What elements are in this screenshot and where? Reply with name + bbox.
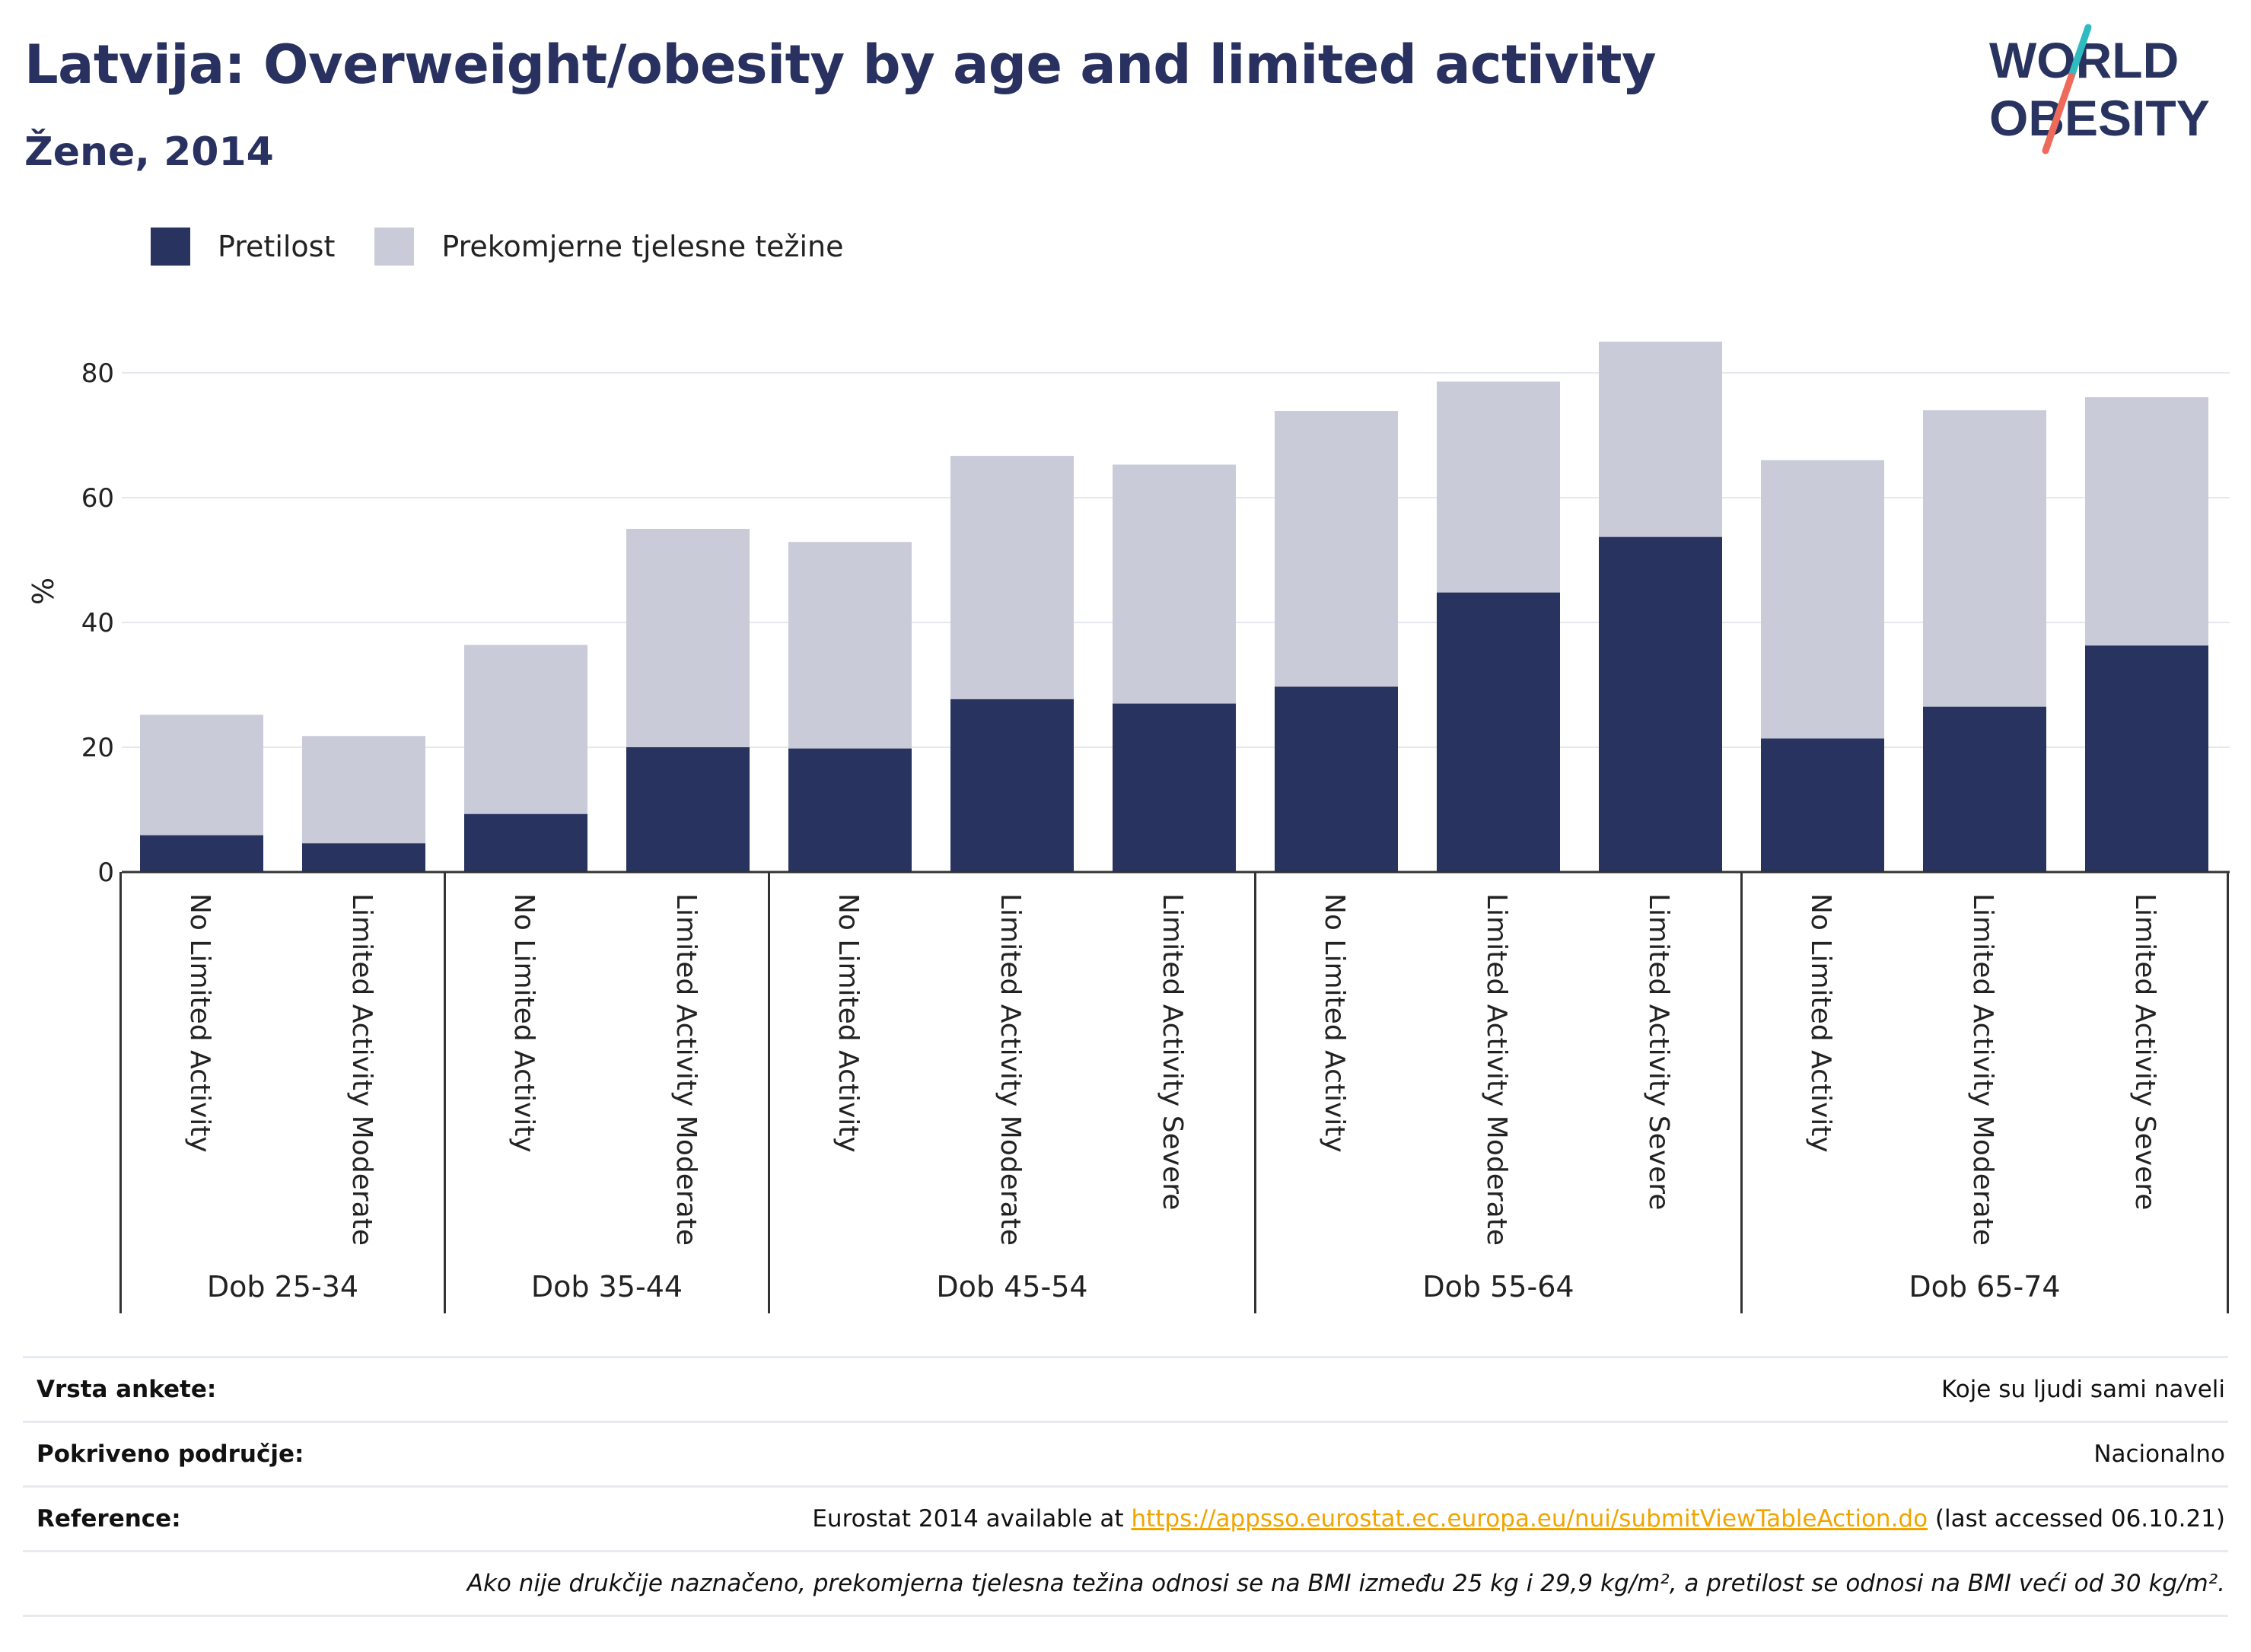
bar-overweight [1923, 410, 2046, 707]
survey-type-label: Vrsta ankete: [37, 1376, 217, 1403]
page-subtitle: Žene, 2014 [24, 129, 274, 175]
x-category-label: Limited Activity Severe [2129, 893, 2160, 1210]
bar-overweight [2085, 396, 2208, 646]
bar-obesity [788, 748, 912, 872]
bar-obesity [1761, 738, 1884, 872]
bar-obesity [950, 699, 1074, 872]
y-axis-label: % [27, 578, 60, 605]
page-title: Latvija: Overweight/obesity by age and l… [24, 33, 1657, 96]
bar-obesity [1923, 706, 2046, 872]
x-group-label: Dob 55-64 [1422, 1270, 1574, 1303]
x-category-label: Limited Activity Severe [1643, 893, 1674, 1210]
x-group-label: Dob 35-44 [531, 1270, 683, 1303]
bar-overweight [626, 529, 750, 747]
bar-overweight [1275, 411, 1398, 687]
legend-item-obesity[interactable]: Pretilost [151, 228, 335, 266]
x-category-label: No Limited Activity [184, 893, 215, 1153]
bar-obesity [1599, 536, 1722, 872]
bar-overweight [1599, 342, 1722, 537]
info-row-coverage: Pokriveno područje: Nacionalno [23, 1421, 2228, 1485]
bar-overweight [1761, 460, 1884, 739]
logo-slash-teal [2068, 24, 2092, 80]
y-tick-label: 40 [81, 608, 114, 638]
bar-overweight [464, 645, 587, 814]
x-category-label: No Limited Activity [1319, 893, 1350, 1153]
bar-obesity [1113, 703, 1236, 872]
bar-overweight [950, 456, 1074, 699]
y-tick-label: 0 [97, 858, 114, 888]
bar-obesity [1275, 686, 1398, 872]
y-tick-label: 60 [81, 483, 114, 514]
chart-legend: Pretilost Prekomjerne tjelesne težine [151, 225, 884, 268]
bar-obesity [302, 843, 425, 872]
logo-slash-coral [2042, 72, 2075, 154]
x-category-label: No Limited Activity [1805, 893, 1836, 1153]
y-tick-label: 20 [81, 733, 114, 763]
bar-overweight [788, 542, 912, 749]
bar-obesity [2085, 645, 2208, 872]
x-category-label: Limited Activity Moderate [1481, 893, 1512, 1246]
x-category-label: No Limited Activity [833, 893, 864, 1153]
x-category-label: Limited Activity Severe [1157, 893, 1188, 1210]
stacked-bar-chart: 0 20 40 60 80% No Limited Activity Limited Act… [27, 342, 2230, 1313]
reference-suffix: (last accessed 06.10.21) [1928, 1505, 2225, 1533]
legend-swatch-overweight [374, 228, 415, 266]
reference-prefix: Eurostat 2014 available at [812, 1505, 1132, 1533]
reference-label: Reference: [37, 1505, 181, 1533]
legend-swatch-obesity [151, 228, 190, 266]
coverage-value: Nacionalno [2093, 1440, 2225, 1468]
x-group-label: Dob 45-54 [936, 1270, 1087, 1303]
x-category-label: Limited Activity Moderate [1967, 893, 1998, 1246]
x-group-label: Dob 65-74 [1909, 1270, 2060, 1303]
bar-obesity [140, 835, 263, 872]
bar-overweight [1113, 464, 1236, 704]
coverage-label: Pokriveno područje: [37, 1440, 304, 1468]
reference-value: Eurostat 2014 available at https://appss… [812, 1505, 2225, 1533]
x-category-label: No Limited Activity [508, 893, 540, 1153]
info-table: Vrsta ankete: Koje su ljudi sami naveli … [23, 1356, 2228, 1617]
x-category-label: Limited Activity Moderate [346, 893, 377, 1246]
reference-link[interactable]: https://appsso.eurostat.ec.europa.eu/nui… [1131, 1505, 1928, 1533]
info-row-survey-type: Vrsta ankete: Koje su ljudi sami naveli [23, 1356, 2228, 1421]
legend-label-overweight: Prekomjerne tjelesne težine [441, 230, 844, 263]
x-category-label: Limited Activity Moderate [670, 893, 702, 1246]
bar-obesity [464, 813, 587, 872]
bar-overweight [302, 736, 425, 844]
world-obesity-logo: WORLD OBESITY [1989, 24, 2210, 154]
logo-line2: OBESITY [1989, 90, 2210, 146]
info-row-note: Ako nije drukčije naznačeno, prekomjerna… [23, 1550, 2228, 1617]
bar-overweight [140, 715, 263, 836]
definition-note: Ako nije drukčije naznačeno, prekomjerna… [466, 1570, 2225, 1597]
survey-type-value: Koje su ljudi sami naveli [1941, 1376, 2225, 1403]
x-category-label: Limited Activity Moderate [995, 893, 1026, 1246]
legend-item-overweight[interactable]: Prekomjerne tjelesne težine [374, 228, 844, 266]
y-tick-label: 80 [81, 358, 114, 389]
bar-obesity [626, 747, 750, 872]
legend-label-obesity: Pretilost [218, 230, 336, 263]
bar-obesity [1437, 592, 1560, 872]
x-group-label: Dob 25-34 [207, 1270, 358, 1303]
bar-overweight [1437, 381, 1560, 593]
info-row-reference: Reference: Eurostat 2014 available at ht… [23, 1485, 2228, 1550]
